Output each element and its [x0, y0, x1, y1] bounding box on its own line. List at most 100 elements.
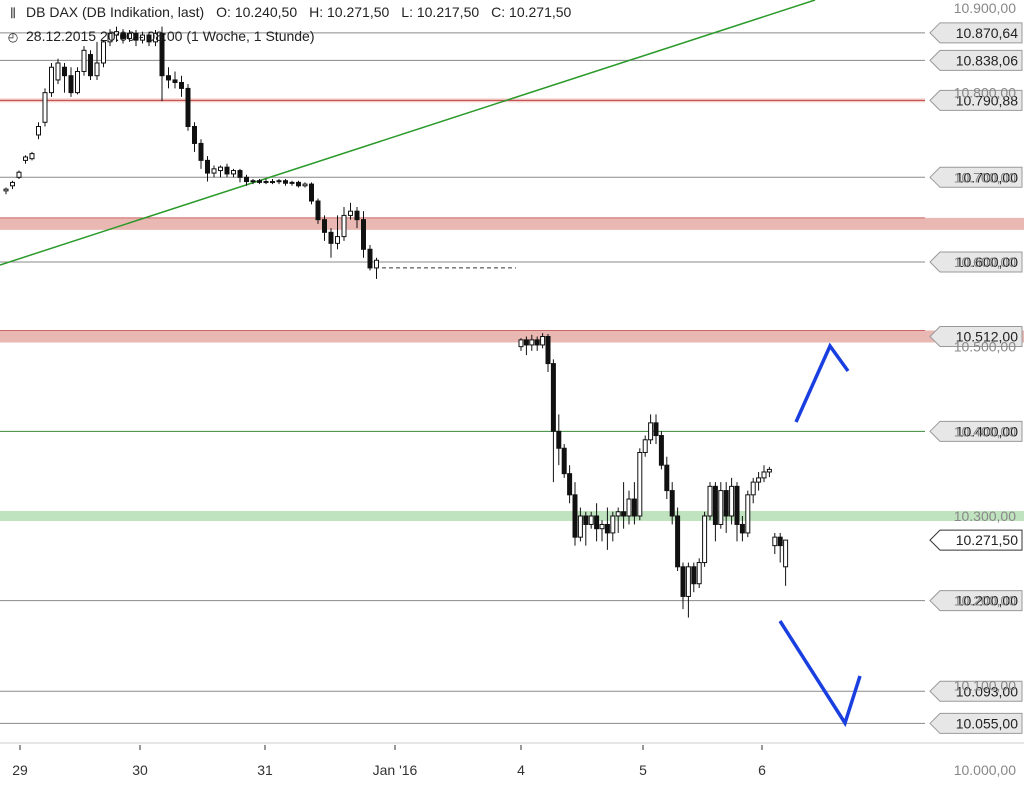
candle-body [653, 422, 659, 437]
candle-body [224, 166, 230, 175]
candle-body [10, 181, 15, 187]
candle [642, 435, 648, 457]
candle-body [3, 188, 9, 192]
y-tick-label: 10.000,00 [954, 762, 1016, 778]
candle-body [127, 32, 132, 39]
y-tick-label: 10.600,00 [954, 254, 1016, 270]
candle [374, 257, 379, 279]
level-label-box [929, 89, 1023, 111]
candle [3, 187, 9, 195]
candle [529, 334, 535, 351]
x-tick-label: 31 [257, 762, 273, 778]
candle [23, 155, 28, 164]
candle [615, 507, 621, 533]
level-label-box [929, 325, 1023, 347]
x-tick-label: 29 [12, 762, 28, 778]
candle [114, 26, 119, 42]
candle [185, 84, 191, 131]
candle-body [745, 494, 751, 534]
x-tick-label: 6 [758, 762, 766, 778]
candle-body [36, 126, 41, 136]
candle-body [42, 92, 48, 123]
candle [36, 122, 41, 140]
level-label: 10.200,00 [929, 590, 1023, 612]
candle [322, 215, 327, 241]
level-label: 10.790,88 [929, 89, 1023, 111]
level-label: 10.870,64 [929, 22, 1023, 44]
candle-body [179, 81, 184, 89]
candle-body [718, 490, 724, 525]
candle-body [348, 210, 353, 216]
candle-body [669, 490, 675, 517]
candles [3, 26, 789, 618]
level-label-box [929, 49, 1023, 71]
candle [354, 206, 360, 229]
candle [718, 482, 724, 529]
candle-body [766, 468, 772, 473]
candle [599, 520, 605, 542]
level-label-box [929, 166, 1023, 188]
y-tick-label: 10.300,00 [954, 508, 1016, 524]
candle [523, 336, 529, 356]
candle-body [309, 183, 314, 202]
candle [729, 477, 735, 525]
candle-body [153, 32, 158, 43]
last-price-label: 10.271,50 [929, 529, 1023, 551]
candle [712, 482, 718, 542]
candle [289, 180, 295, 186]
level-label-text: 10.870,64 [956, 25, 1018, 41]
candle [250, 179, 256, 185]
candle [10, 180, 15, 190]
candle-body [315, 200, 321, 221]
candle [172, 71, 178, 89]
candle [577, 507, 583, 542]
candle-body [146, 34, 152, 43]
candle [237, 168, 243, 183]
candle [702, 511, 708, 567]
candle-body [88, 54, 93, 77]
candle [604, 507, 610, 550]
candle [88, 50, 93, 80]
support-zone [0, 510, 1024, 521]
candle [691, 562, 697, 593]
high-value: H: 10.271,50 [309, 4, 390, 20]
candle-body [328, 231, 334, 244]
level-label-box [929, 680, 1023, 702]
candle-body [29, 153, 35, 160]
candle [723, 482, 729, 533]
level-label: 10.055,00 [929, 712, 1023, 734]
y-tick-label: 10.100,00 [954, 677, 1016, 693]
candle [664, 456, 670, 500]
candle [94, 41, 100, 80]
candle-body [637, 451, 643, 517]
candle-body [621, 511, 627, 517]
level-label: 10.600,00 [929, 251, 1023, 273]
level-label-text: 10.200,00 [956, 593, 1018, 609]
candle [263, 179, 269, 185]
low-value: L: 10.217,50 [401, 4, 480, 20]
resistance-zone [0, 217, 1024, 230]
candle-body [302, 183, 308, 187]
candle-body [680, 566, 686, 597]
candle-body [270, 181, 275, 184]
candle [588, 511, 594, 529]
candle [81, 46, 87, 76]
candle-body [550, 363, 556, 432]
x-tick-label: 5 [639, 762, 647, 778]
candle [734, 482, 740, 542]
candle-body [556, 430, 562, 449]
candle-body [62, 66, 67, 77]
candle-body [685, 566, 691, 597]
candle-body [75, 70, 80, 94]
candle-body [734, 485, 740, 525]
level-label-text: 10.700,00 [956, 169, 1018, 185]
candle-body [341, 214, 347, 238]
candle-body [761, 471, 767, 479]
candle-body [257, 180, 262, 183]
level-label-text: 10.512,00 [956, 328, 1018, 344]
candle [766, 466, 772, 478]
candle-body [101, 41, 106, 64]
level-label-text: 10.838,06 [956, 52, 1018, 68]
candle-body [68, 75, 74, 94]
candle-body [374, 259, 379, 269]
